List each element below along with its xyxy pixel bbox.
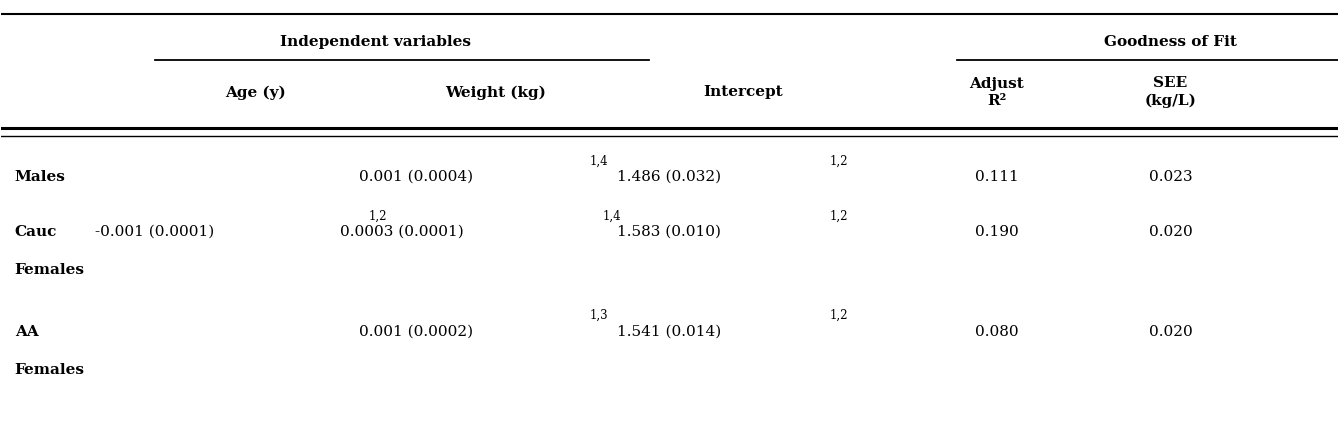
Text: Females: Females: [15, 363, 84, 377]
Text: Independent variables: Independent variables: [280, 35, 471, 49]
Text: 0.111: 0.111: [975, 170, 1019, 184]
Text: -0.001 (0.0001): -0.001 (0.0001): [95, 225, 214, 239]
Text: Weight (kg): Weight (kg): [446, 85, 546, 100]
Text: Age (y): Age (y): [225, 85, 285, 100]
Text: 1,4: 1,4: [603, 210, 621, 222]
Text: 0.001 (0.0004): 0.001 (0.0004): [359, 170, 473, 184]
Text: 0.001 (0.0002): 0.001 (0.0002): [359, 325, 473, 339]
Text: Adjust
R²: Adjust R²: [969, 77, 1024, 108]
Text: 1,2: 1,2: [830, 155, 849, 167]
Text: 1,2: 1,2: [830, 210, 849, 222]
Text: 0.190: 0.190: [975, 225, 1019, 239]
Text: 1,4: 1,4: [589, 155, 608, 167]
Text: 0.023: 0.023: [1149, 170, 1193, 184]
Text: 1,3: 1,3: [589, 309, 608, 322]
Text: 0.0003 (0.0001): 0.0003 (0.0001): [340, 225, 465, 239]
Text: Males: Males: [15, 170, 66, 184]
Text: 0.020: 0.020: [1149, 225, 1193, 239]
Text: 1.583 (0.010): 1.583 (0.010): [617, 225, 722, 239]
Text: 0.020: 0.020: [1149, 325, 1193, 339]
Text: AA: AA: [15, 325, 39, 339]
Text: 1,2: 1,2: [830, 309, 849, 322]
Text: 0.080: 0.080: [975, 325, 1019, 339]
Text: Females: Females: [15, 263, 84, 277]
Text: Cauc: Cauc: [15, 225, 58, 239]
Text: 1.486 (0.032): 1.486 (0.032): [617, 170, 722, 184]
Text: 1.541 (0.014): 1.541 (0.014): [617, 325, 722, 339]
Text: Goodness of Fit: Goodness of Fit: [1105, 35, 1237, 49]
Text: 1,2: 1,2: [368, 210, 387, 222]
Text: Intercept: Intercept: [703, 85, 783, 99]
Text: SEE
(kg/L): SEE (kg/L): [1145, 77, 1197, 108]
